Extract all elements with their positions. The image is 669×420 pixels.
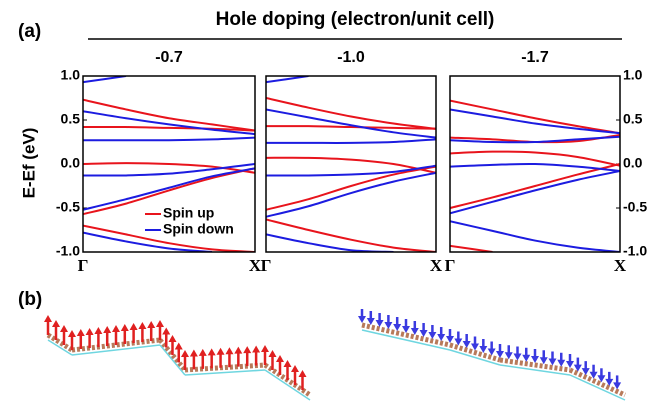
y-tick-label: 1.0 bbox=[623, 67, 643, 83]
spin-arrowhead bbox=[505, 352, 513, 359]
figure: (a) Hole doping (electron/unit cell) E-E… bbox=[0, 0, 669, 420]
y-tick-label: 0.5 bbox=[61, 111, 81, 127]
band-curve bbox=[266, 167, 436, 210]
spin-arrowhead bbox=[428, 332, 436, 339]
curves bbox=[450, 101, 620, 252]
band-curve bbox=[450, 109, 620, 133]
x-tick-label: X bbox=[614, 256, 627, 275]
curves bbox=[266, 76, 436, 252]
ribbon bbox=[185, 365, 265, 370]
spin-arrowhead bbox=[175, 343, 183, 350]
spin-arrowhead bbox=[384, 322, 392, 329]
band-curve bbox=[266, 234, 394, 252]
spin-arrowhead bbox=[156, 320, 164, 327]
band-curve bbox=[83, 76, 126, 82]
spin-arrowhead bbox=[77, 329, 85, 336]
spin-arrowhead bbox=[44, 315, 52, 322]
figure-title: Hole doping (electron/unit cell) bbox=[216, 9, 495, 30]
molecule-illustration bbox=[44, 309, 625, 400]
band-curve bbox=[83, 138, 255, 141]
spin-arrowhead bbox=[566, 361, 574, 368]
spin-arrowhead bbox=[261, 345, 269, 352]
x-tick-label: Γ bbox=[78, 256, 89, 275]
spin-arrowhead bbox=[488, 349, 496, 356]
spin-arrowhead bbox=[60, 325, 68, 332]
band-curve bbox=[450, 171, 620, 213]
spin-arrowhead bbox=[103, 326, 111, 333]
x-tick-label: X bbox=[430, 256, 443, 275]
spin-arrowhead bbox=[208, 348, 216, 355]
y-tick-label: -1.0 bbox=[623, 243, 647, 259]
spin-arrowhead bbox=[162, 328, 170, 335]
band-curve bbox=[450, 221, 620, 252]
spin-arrowhead bbox=[234, 347, 242, 354]
spin-arrowhead bbox=[94, 327, 102, 334]
spin-arrowhead bbox=[121, 324, 129, 331]
panel-label: (a) bbox=[18, 21, 41, 42]
y-tick-label: -0.5 bbox=[56, 199, 80, 215]
spin-arrowhead bbox=[52, 320, 60, 327]
x-tick-label: Γ bbox=[445, 256, 456, 275]
spin-arrowhead bbox=[130, 323, 138, 330]
y-axis-label: E-Ef (eV) bbox=[19, 128, 38, 199]
spin-arrowhead bbox=[217, 348, 225, 355]
y-tick-label: 0.0 bbox=[61, 155, 81, 171]
legend-label: Spin up bbox=[163, 205, 214, 221]
spin-arrowhead bbox=[269, 350, 277, 357]
band-curve bbox=[266, 173, 436, 217]
spin-arrowhead bbox=[112, 325, 120, 332]
ribbon-edge bbox=[72, 345, 160, 355]
y-tick-label: 1.0 bbox=[61, 67, 81, 83]
spin-arrowhead bbox=[299, 370, 307, 377]
spin-arrowhead bbox=[169, 335, 177, 342]
spin-arrowhead bbox=[358, 316, 366, 323]
spin-arrowhead bbox=[225, 347, 233, 354]
spin-arrowhead bbox=[190, 349, 198, 356]
spin-arrowhead bbox=[522, 355, 530, 362]
y-tick-label: -1.0 bbox=[56, 243, 80, 259]
band-curve bbox=[450, 101, 620, 134]
spin-arrowhead bbox=[252, 346, 260, 353]
spin-arrowhead bbox=[420, 330, 428, 337]
spin-arrowhead bbox=[574, 365, 582, 372]
band-curve bbox=[450, 164, 620, 208]
spin-arrowhead bbox=[243, 346, 251, 353]
band-curve bbox=[266, 219, 436, 252]
band-curve bbox=[83, 111, 255, 134]
panel-title: -1.0 bbox=[337, 49, 365, 66]
legend-label: Spin down bbox=[163, 221, 234, 237]
spin-arrowhead bbox=[276, 355, 284, 362]
band-curve bbox=[266, 109, 436, 137]
ribbon-edge bbox=[48, 340, 72, 355]
spin-arrowhead bbox=[199, 349, 207, 356]
y-tick-label: -0.5 bbox=[623, 199, 647, 215]
band-curve bbox=[266, 76, 309, 82]
spin-arrowhead bbox=[86, 328, 94, 335]
panel-label: (b) bbox=[18, 289, 42, 310]
spin-arrowhead bbox=[181, 350, 189, 357]
spin-arrowhead bbox=[540, 357, 548, 364]
spin-arrowhead bbox=[284, 360, 292, 367]
spin-arrowhead bbox=[557, 360, 565, 367]
band-curve bbox=[266, 139, 436, 143]
y-tick-label: 0.5 bbox=[623, 111, 643, 127]
spin-arrowhead bbox=[68, 330, 76, 337]
spin-arrowhead bbox=[605, 379, 613, 386]
spin-arrowhead bbox=[496, 351, 504, 358]
spin-arrowhead bbox=[514, 354, 522, 361]
panel-title: -1.7 bbox=[521, 49, 549, 66]
spin-arrowhead bbox=[147, 321, 155, 328]
spin-arrowhead bbox=[531, 356, 539, 363]
spin-arrowhead bbox=[291, 365, 299, 372]
spin-arrowhead bbox=[376, 320, 384, 327]
spin-arrowhead bbox=[549, 359, 557, 366]
x-tick-label: Γ bbox=[261, 256, 272, 275]
spin-arrowhead bbox=[138, 322, 146, 329]
spin-arrowhead bbox=[582, 368, 590, 375]
panel-title: -0.7 bbox=[155, 49, 183, 66]
spin-arrowhead bbox=[463, 341, 471, 348]
band-curve bbox=[450, 246, 493, 252]
y-tick-label: 0.0 bbox=[623, 155, 643, 171]
